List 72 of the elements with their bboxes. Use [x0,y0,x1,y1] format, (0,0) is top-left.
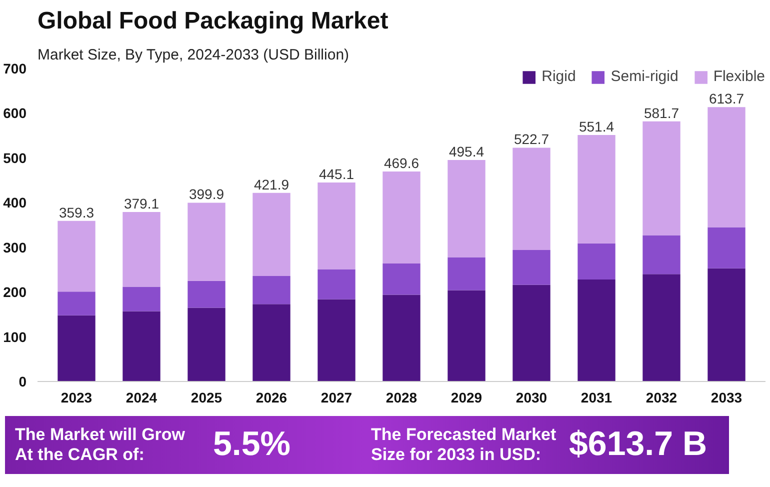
y-tick-label: 600 [3,105,27,122]
bar [382,294,420,382]
bar [708,268,746,382]
y-tick-label: 200 [3,284,27,300]
total-label: 495.4 [448,143,484,160]
chart-title: Global Food Packaging Market [38,8,388,34]
bar [578,280,616,382]
x-tick-label: 2026 [256,390,288,406]
bar [578,134,616,244]
bar [512,284,550,382]
x-tick-label: 2025 [190,390,222,406]
bar [318,269,356,300]
bar [188,308,226,382]
legend-label: Rigid [542,68,576,85]
bar [122,212,160,287]
bar [58,315,96,382]
chart-subtitle: Market Size, By Type, 2024-2033 (USD Billion) [38,46,350,64]
x-tick-label: 2033 [710,390,742,406]
bar [382,263,420,295]
y-tick-label: 700 [3,60,27,76]
bar [122,286,160,312]
bar [708,227,746,268]
total-label: 581.7 [644,104,680,121]
bar [252,192,290,276]
x-tick-label: 2023 [60,390,92,406]
total-label: 613.7 [708,90,744,107]
bar [252,304,290,382]
text: The Market will Grow At the CAGR of: [15,425,186,465]
x-tick-label: 2029 [450,390,482,406]
bar [252,276,290,304]
bar [642,121,680,236]
y-tick-label: 0 [18,374,27,390]
bar [188,202,226,281]
text: $613.7 B [569,425,708,465]
total-label: 445.1 [318,166,354,182]
bar [448,257,486,290]
total-label: 551.4 [578,118,614,134]
bar [122,311,160,382]
bar [58,292,96,316]
y-tick-label: 500 [3,150,27,166]
total-label: 399.9 [188,186,224,202]
bar [578,243,616,280]
x-tick-label: 2031 [580,390,612,406]
legend-label: Semi-rigid [610,68,678,85]
total-label: 359.3 [58,204,94,220]
bar [318,182,356,270]
bar [512,250,550,285]
x-tick-label: 2024 [126,390,158,406]
bar [188,280,226,308]
bar [708,107,746,228]
bar [642,235,680,274]
bar [448,160,486,258]
bar [382,172,420,264]
text: The Forecasted Market Size for 2033 in USD: [371,425,558,465]
x-tick-label: 2030 [516,390,548,406]
total-label: 379.1 [124,195,160,212]
x-tick-label: 2027 [320,390,352,406]
total-label: 469.6 [384,154,420,171]
y-tick-label: 100 [3,328,27,345]
total-label: 421.9 [254,176,290,192]
x-tick-label: 2028 [386,390,418,406]
bar [642,274,680,382]
y-tick-label: 300 [3,239,27,256]
bar [448,290,486,382]
bar [512,148,550,250]
y-tick-label: 400 [3,194,27,211]
total-label: 522.7 [514,131,550,148]
legend-label: Flexible [713,68,765,85]
x-tick-label: 2032 [646,390,678,406]
bar [58,220,96,292]
bar [318,299,356,382]
text: 5.5% [213,425,292,465]
